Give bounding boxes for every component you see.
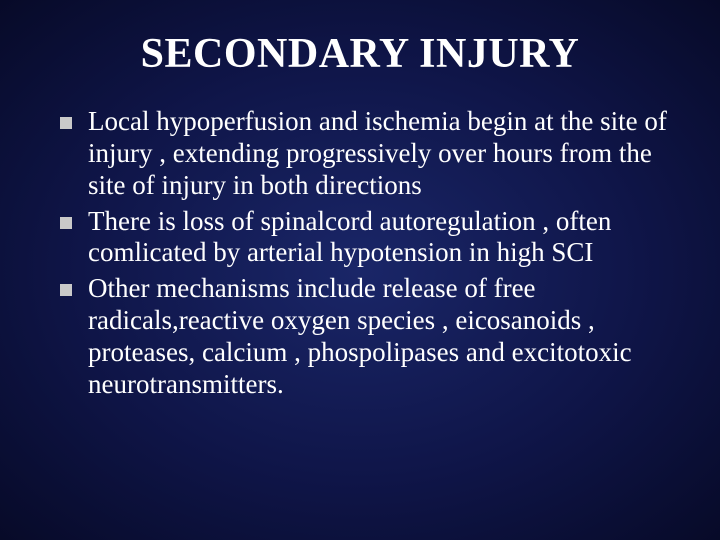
list-item: Local hypoperfusion and ischemia begin a… [60,106,670,202]
bullet-marker-icon [60,217,72,229]
bullet-text: There is loss of spinalcord autoregulati… [88,206,611,268]
bullet-marker-icon [60,284,72,296]
bullet-text: Other mechanisms include release of free… [88,273,632,399]
bullet-marker-icon [60,117,72,129]
slide-title: SECONDARY INJURY [40,30,680,78]
slide: SECONDARY INJURY Local hypoperfusion and… [0,0,720,540]
list-item: There is loss of spinalcord autoregulati… [60,206,670,270]
list-item: Other mechanisms include release of free… [60,273,670,400]
bullet-text: Local hypoperfusion and ischemia begin a… [88,106,667,200]
bullet-list: Local hypoperfusion and ischemia begin a… [60,106,670,401]
